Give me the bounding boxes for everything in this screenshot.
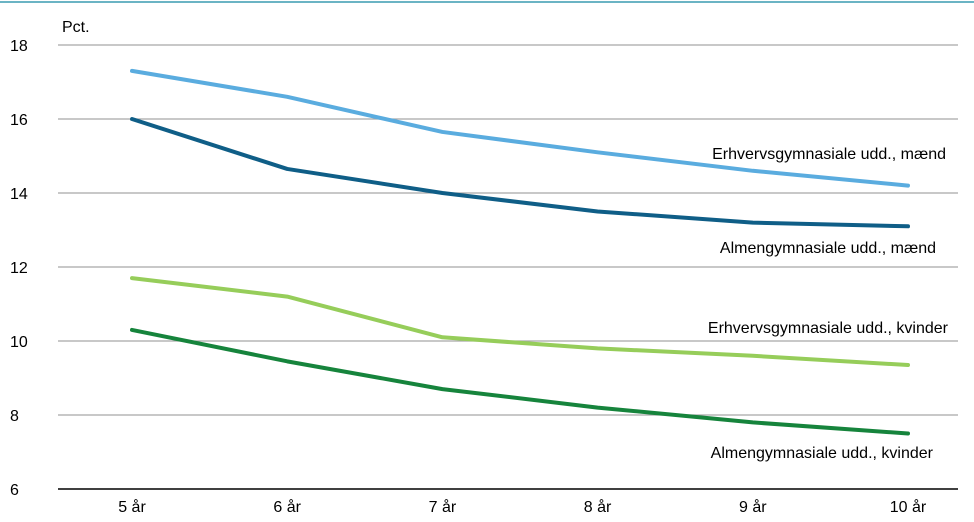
series-lines	[130, 68, 910, 436]
y-tick-label: 18	[10, 38, 28, 55]
series-line	[130, 276, 910, 368]
series-labels: Erhvervsgymnasiale udd., mænd Almengymnas…	[708, 146, 949, 462]
y-tick-label: 12	[10, 260, 28, 277]
series-line	[130, 327, 910, 436]
x-tick-label: 7 år	[429, 498, 457, 516]
x-tick-label: 5 år	[118, 498, 146, 516]
y-tick-label: 16	[10, 112, 28, 129]
x-tick-label: 9 år	[739, 498, 767, 516]
series-label: Almengymnasiale udd., mænd	[720, 240, 936, 257]
y-tick-label: 8	[10, 408, 19, 425]
series-label: Erhvervsgymnasiale udd., mænd	[712, 146, 946, 163]
y-tick-label: 6	[10, 482, 19, 499]
y-axis-ticks: 6 8 10 12 14 16 18	[10, 38, 28, 499]
series-line	[130, 117, 910, 229]
series-line	[130, 68, 910, 188]
x-tick-label: 8 år	[584, 498, 612, 516]
y-tick-label: 10	[10, 334, 28, 351]
x-tick-label: 10 år	[890, 498, 927, 516]
series-label: Almengymnasiale udd., kvinder	[711, 445, 934, 462]
series-label: Erhvervsgymnasiale udd., kvinder	[708, 320, 949, 337]
y-tick-label: 14	[10, 186, 28, 203]
x-tick-label: 6 år	[273, 498, 301, 516]
y-axis-unit-label: Pct.	[62, 19, 90, 36]
x-axis-ticks: 5 år 6 år 7 år 8 år 9 år 10 år	[118, 498, 927, 516]
